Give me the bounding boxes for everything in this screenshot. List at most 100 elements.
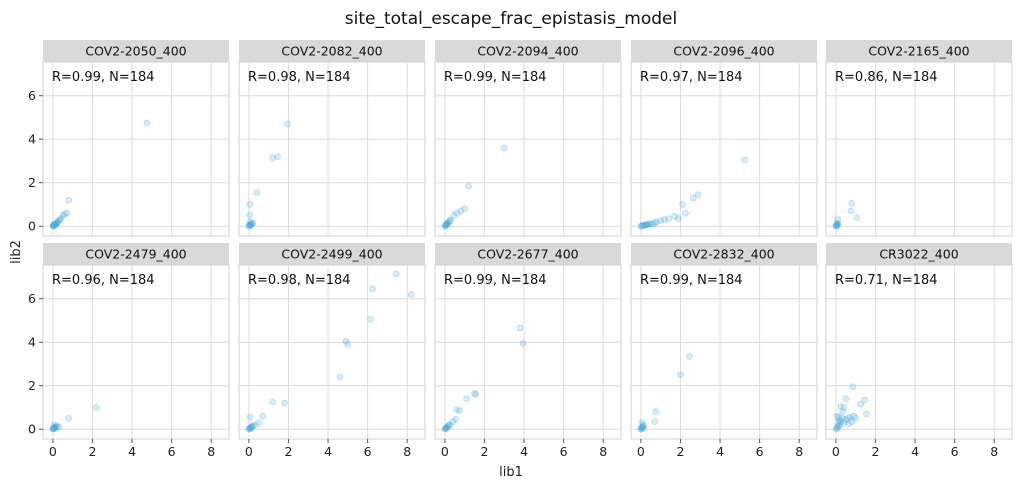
x-tick-label: 6 bbox=[951, 444, 959, 459]
scatter-point bbox=[49, 222, 57, 229]
scatter-point bbox=[657, 217, 665, 225]
scatter-point bbox=[51, 424, 59, 432]
facet-label: COV2-2082_400 bbox=[281, 44, 382, 59]
scatter-point bbox=[452, 416, 460, 423]
scatter-point bbox=[637, 425, 645, 433]
scatter-point bbox=[465, 182, 473, 190]
scatter-point bbox=[248, 220, 256, 228]
scatter-point bbox=[651, 219, 659, 227]
scatter-point bbox=[644, 221, 652, 229]
scatter-point bbox=[645, 220, 653, 228]
scatter-point bbox=[852, 414, 860, 422]
x-tick-label: 8 bbox=[795, 444, 803, 459]
scatter-point bbox=[845, 420, 853, 428]
scatter-point bbox=[443, 221, 450, 229]
scatter-point bbox=[245, 222, 253, 229]
scatter-point bbox=[54, 218, 62, 226]
facet-panel: COV2-2832_400 R=0.99, N=184 0 2 4 6 8 bbox=[630, 243, 818, 459]
scatter-point bbox=[840, 404, 848, 411]
facet-strip bbox=[43, 40, 229, 62]
scatter-point bbox=[694, 191, 702, 199]
scatter-point bbox=[638, 424, 646, 432]
plot-area bbox=[825, 61, 1013, 237]
scatter-point bbox=[863, 410, 870, 418]
scatter-point bbox=[832, 425, 840, 433]
scatter-point bbox=[445, 218, 453, 226]
scatter-point bbox=[838, 414, 846, 422]
scatter-point bbox=[519, 339, 527, 347]
plot-area bbox=[630, 264, 818, 440]
y-tick-label: 2 bbox=[28, 378, 36, 393]
y-tick-label: 4 bbox=[28, 335, 36, 350]
scatter-point bbox=[50, 222, 58, 230]
scatter-point bbox=[49, 425, 57, 433]
scatter-point bbox=[245, 425, 253, 432]
scatter-point bbox=[833, 221, 841, 229]
correlation-annotation: R=0.97, N=184 bbox=[640, 70, 743, 85]
scatter-point bbox=[249, 422, 257, 430]
scatter-point bbox=[143, 119, 151, 127]
scatter-point bbox=[53, 219, 61, 227]
scatter-point bbox=[653, 218, 661, 226]
scatter-point bbox=[251, 421, 259, 429]
scatter-point bbox=[651, 418, 659, 426]
plot-area bbox=[42, 264, 230, 440]
facet-label: COV2-2094_400 bbox=[477, 44, 578, 59]
scatter-point bbox=[446, 217, 454, 225]
scatter-point bbox=[850, 412, 858, 420]
facet-strip bbox=[631, 243, 817, 265]
scatter-point bbox=[50, 222, 57, 230]
scatter-point bbox=[857, 400, 865, 408]
facet-strip bbox=[239, 40, 425, 62]
scatter-point bbox=[849, 383, 857, 391]
scatter-point bbox=[441, 425, 449, 432]
scatter-point bbox=[51, 221, 59, 229]
scatter-point bbox=[639, 422, 647, 430]
scatter-point bbox=[367, 315, 374, 323]
correlation-annotation: R=0.86, N=184 bbox=[835, 70, 938, 85]
scatter-point bbox=[848, 418, 856, 426]
scatter-point bbox=[834, 423, 842, 431]
x-tick-label: 4 bbox=[911, 444, 919, 459]
scatter-point bbox=[637, 425, 645, 432]
scatter-point bbox=[281, 399, 288, 407]
scatter-point bbox=[471, 389, 478, 397]
x-tick-label: 0 bbox=[832, 444, 840, 459]
scatter-point bbox=[445, 421, 453, 429]
scatter-point bbox=[833, 219, 841, 227]
scatter-point bbox=[834, 220, 842, 228]
x-tick-label: 4 bbox=[128, 444, 136, 459]
scatter-point bbox=[450, 211, 458, 219]
scatter-point bbox=[284, 120, 291, 128]
scatter-point bbox=[93, 404, 100, 411]
correlation-annotation: R=0.98, N=184 bbox=[248, 273, 351, 288]
scatter-point bbox=[247, 423, 255, 431]
scatter-point bbox=[57, 215, 65, 223]
scatter-point bbox=[639, 421, 647, 429]
scatter-point bbox=[246, 424, 254, 432]
facet-panel: COV2-2499_400 R=0.98, N=184 0 2 4 6 8 bbox=[238, 243, 426, 459]
scatter-point bbox=[685, 352, 693, 360]
scatter-point bbox=[247, 220, 255, 228]
scatter-point bbox=[441, 222, 449, 229]
scatter-point bbox=[840, 419, 848, 427]
scatter-point bbox=[65, 414, 73, 422]
scatter-point bbox=[833, 222, 841, 229]
scatter-point bbox=[641, 221, 649, 229]
correlation-annotation: R=0.99, N=184 bbox=[52, 70, 155, 85]
x-tick-label: 4 bbox=[716, 444, 724, 459]
scatter-point bbox=[848, 199, 856, 207]
y-tick-label: 6 bbox=[28, 88, 36, 103]
scatter-point bbox=[61, 210, 69, 218]
scatter-point bbox=[269, 398, 277, 406]
scatter-point bbox=[649, 220, 657, 228]
x-tick-label: 2 bbox=[480, 444, 488, 459]
facet-strip bbox=[826, 40, 1012, 62]
plot-area bbox=[42, 61, 230, 237]
scatter-point bbox=[449, 418, 457, 426]
plot-area bbox=[238, 61, 426, 237]
scatter-point bbox=[639, 221, 647, 229]
scatter-point bbox=[638, 424, 646, 431]
x-tick-label: 8 bbox=[403, 444, 411, 459]
scatter-point bbox=[63, 209, 71, 217]
